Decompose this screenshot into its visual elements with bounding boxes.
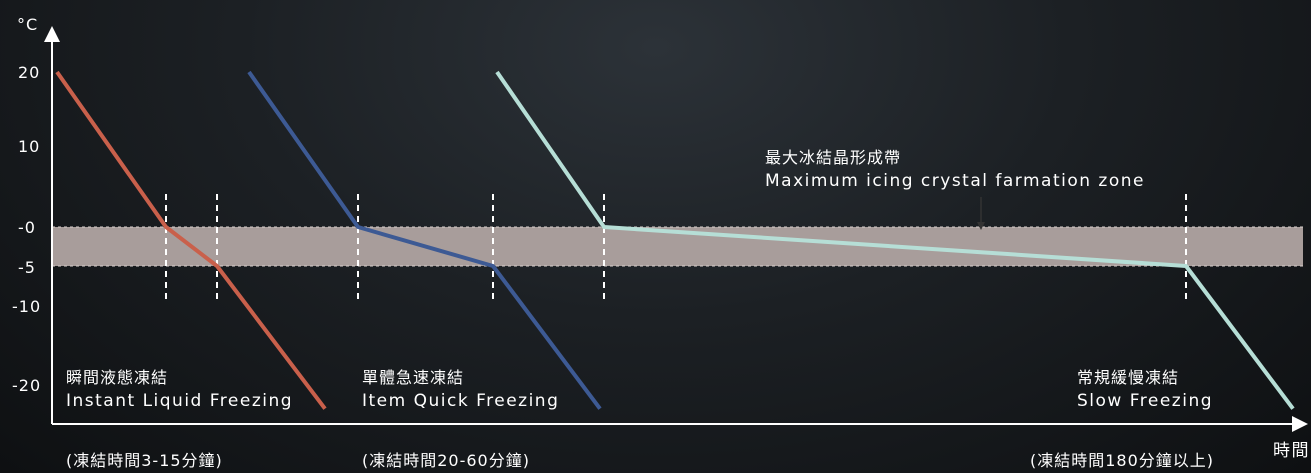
series-time-note: (凍結時間20-60分鐘) (362, 451, 530, 470)
y-tick-label: 20 (18, 63, 40, 82)
series-time-note: (凍結時間3-15分鐘) (66, 451, 223, 470)
series-label-en: Slow Freezing (1077, 391, 1213, 411)
y-tick-label: 10 (18, 137, 40, 156)
y-tick-label: -0 (18, 218, 36, 237)
series-line (495, 70, 1295, 410)
series-label-en: Instant Liquid Freezing (66, 391, 293, 411)
series-line (55, 70, 327, 410)
series-time-note: (凍結時間180分鐘以上) (1030, 451, 1214, 470)
y-tick-label: -10 (12, 297, 41, 316)
series-label-en: Item Quick Freezing (362, 391, 559, 411)
series-lines (55, 70, 1295, 410)
series-label-zh: 瞬間液態凍結 (66, 368, 168, 387)
series-line (247, 70, 602, 410)
zone-label-en: Maximum icing crystal farmation zone (765, 171, 1145, 191)
y-axis-label: °C (17, 15, 38, 34)
phase-markers (165, 194, 1187, 304)
x-axis-label: 時間 (1273, 441, 1310, 461)
series-label-zh: 常規緩慢凍結 (1077, 368, 1179, 387)
series-label-zh: 單體急速凍結 (362, 368, 464, 387)
y-tick-label: -20 (12, 376, 41, 395)
zone-pointer-arrowhead (977, 222, 985, 230)
y-tick-label: -5 (18, 258, 36, 277)
zone-label-zh: 最大冰結晶形成帶 (765, 148, 901, 167)
